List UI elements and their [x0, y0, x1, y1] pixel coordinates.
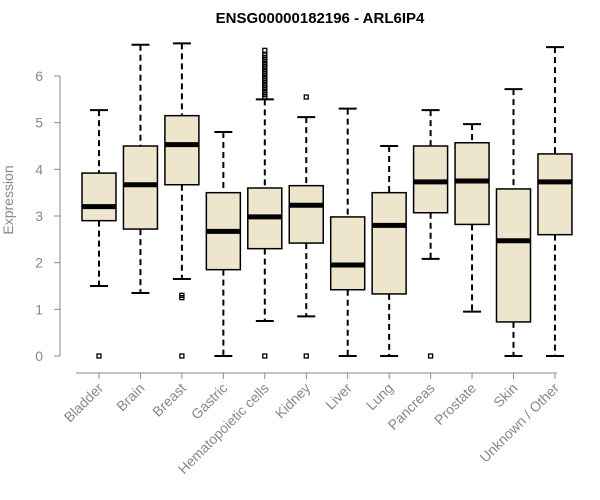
iqr-box — [412, 145, 449, 214]
iqr-box — [371, 191, 407, 295]
outlier-point — [179, 292, 185, 298]
outlier-point — [262, 47, 268, 53]
x-tick-label: Brain — [113, 380, 147, 414]
x-tick-label: Lung — [363, 380, 396, 413]
box-kidney — [288, 94, 324, 359]
outlier-point — [303, 94, 309, 100]
iqr-box — [537, 153, 573, 236]
outlier-point — [262, 52, 268, 58]
chart-title: ENSG00000182196 - ARL6IP4 — [216, 10, 425, 27]
box-lung — [371, 145, 407, 357]
boxes-group — [81, 42, 573, 359]
iqr-box — [122, 145, 159, 230]
x-tick-label: Unknown / Other — [476, 380, 562, 466]
outlier-point — [96, 353, 102, 359]
y-tick-label: 3 — [35, 208, 43, 224]
outlier-point — [262, 353, 268, 359]
box-liver — [329, 107, 366, 357]
box-skin — [495, 88, 532, 357]
x-tick-label: Skin — [490, 380, 521, 411]
box-breast — [164, 42, 200, 359]
iqr-box — [288, 184, 324, 244]
box-gastric — [205, 131, 242, 357]
y-tick-label: 0 — [35, 348, 43, 364]
iqr-box — [329, 216, 366, 291]
x-tick-label: Breast — [149, 380, 189, 420]
iqr-box — [164, 114, 200, 186]
box-unknown-other — [537, 46, 573, 357]
outlier-point — [303, 353, 309, 359]
x-tick-label: Prostate — [431, 380, 479, 428]
y-tick-label: 2 — [35, 255, 43, 271]
iqr-box — [495, 188, 532, 323]
y-tick-label: 4 — [35, 161, 43, 177]
outlier-point — [179, 353, 185, 359]
y-tick-label: 5 — [35, 115, 43, 131]
x-tick-label: Bladder — [61, 380, 107, 426]
box-bladder — [81, 109, 117, 359]
y-ticks: 0 1 2 3 4 5 6 — [35, 68, 60, 364]
x-tick-label: Kidney — [272, 380, 314, 422]
box-pancreas — [412, 109, 449, 359]
iqr-box — [81, 172, 117, 222]
box-hematopoietic-cells — [247, 47, 283, 359]
box-prostate — [454, 123, 490, 313]
y-tick-label: 6 — [35, 68, 43, 84]
y-tick-label: 1 — [35, 301, 43, 317]
x-tick-label: Liver — [322, 380, 355, 413]
box-brain — [122, 43, 159, 294]
outlier-point — [427, 353, 434, 359]
iqr-box — [454, 141, 490, 226]
y-axis-label: Expression — [0, 165, 16, 234]
